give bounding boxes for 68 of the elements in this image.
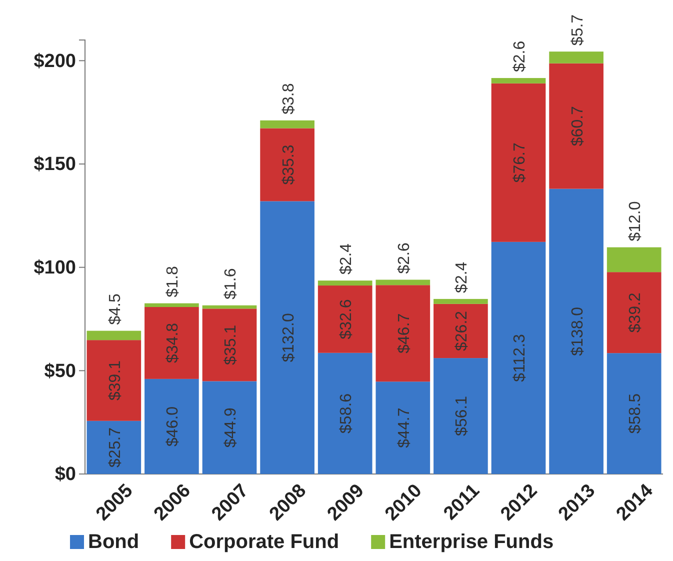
data-label: $35.1 [222, 324, 240, 365]
data-label: $12.0 [627, 201, 644, 242]
bar [260, 201, 314, 474]
data-label: $1.6 [222, 268, 240, 300]
data-label: $46.7 [396, 313, 413, 354]
bar [318, 352, 372, 474]
bar [434, 298, 488, 304]
bar [434, 304, 488, 358]
bar [376, 382, 430, 474]
data-label: $34.8 [164, 322, 182, 363]
data-label: $60.7 [569, 106, 586, 146]
bar [144, 307, 199, 379]
data-label: $44.7 [396, 408, 413, 448]
data-label: $138.0 [569, 306, 586, 356]
bar [549, 52, 604, 64]
data-label: $39.1 [106, 360, 124, 401]
bar [491, 78, 546, 84]
data-label: $4.5 [106, 294, 124, 325]
data-label: $56.1 [454, 396, 471, 436]
bar [491, 242, 546, 474]
data-label: $58.5 [627, 393, 644, 434]
data-label: $2.4 [454, 262, 471, 293]
bar [144, 378, 199, 474]
data-label: $2.4 [338, 243, 356, 275]
bar [318, 286, 372, 353]
y-tick-label: $0 [54, 464, 76, 486]
bar [549, 188, 604, 474]
bar [606, 353, 662, 474]
data-label: $2.6 [512, 40, 528, 72]
bar [606, 247, 662, 272]
bar [376, 280, 430, 286]
data-label: $132.0 [280, 313, 298, 362]
bar [86, 330, 142, 340]
data-label: $1.8 [164, 266, 182, 298]
data-label: $76.7 [512, 142, 528, 183]
bar [202, 308, 257, 382]
data-label: $35.3 [280, 144, 298, 185]
legend-label: Enterprise Funds [389, 531, 554, 553]
bar [202, 305, 257, 309]
data-label: $26.2 [454, 310, 471, 352]
bar [260, 128, 314, 202]
bar [86, 340, 142, 421]
bar [491, 83, 546, 242]
bar [549, 63, 604, 189]
data-label: $2.6 [396, 242, 413, 274]
y-tick-label: $150 [34, 154, 76, 176]
bar [318, 280, 372, 286]
bar [202, 381, 257, 474]
data-label: $58.6 [338, 393, 356, 434]
data-label: $44.9 [222, 407, 240, 448]
bar [434, 358, 488, 474]
y-tick-label: $50 [44, 360, 76, 382]
bar [86, 420, 142, 474]
bar [376, 285, 430, 382]
y-tick-label: $100 [34, 257, 76, 278]
data-label: $5.7 [569, 14, 586, 46]
legend-label: Corporate Fund [189, 531, 340, 553]
data-label: $46.0 [164, 406, 182, 446]
y-tick-label: $200 [34, 50, 76, 72]
bar [260, 120, 314, 128]
data-label: $32.6 [338, 299, 356, 340]
data-label: $39.2 [627, 292, 644, 333]
data-label: $25.7 [106, 427, 124, 468]
data-label: $112.3 [512, 334, 528, 382]
legend-label: Bond [88, 531, 140, 553]
data-label: $3.8 [280, 83, 298, 114]
bar [144, 303, 199, 308]
bar [606, 272, 662, 354]
